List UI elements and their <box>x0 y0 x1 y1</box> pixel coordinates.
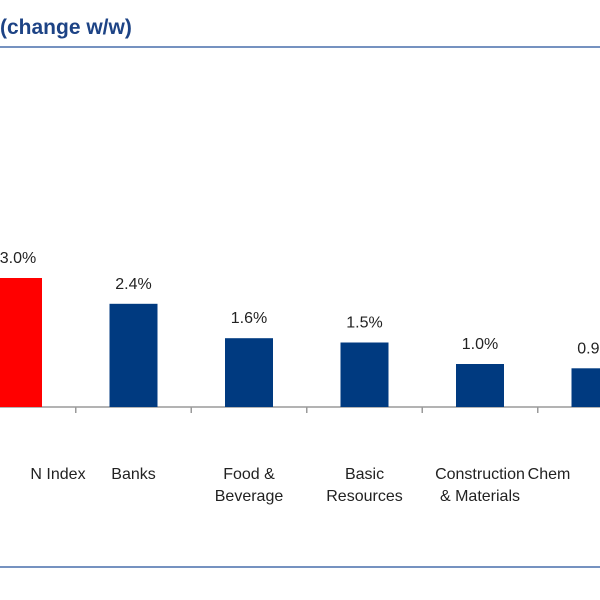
bar <box>456 364 504 407</box>
value-label: 1.6% <box>231 310 267 327</box>
chart-title: (change w/w) <box>0 16 132 39</box>
value-label: 1.5% <box>346 315 382 332</box>
bar <box>571 368 600 407</box>
category-label: Construction <box>435 466 525 483</box>
bar <box>0 278 42 407</box>
category-label: Resources <box>326 488 402 505</box>
category-label: Banks <box>111 466 155 483</box>
value-label: 2.4% <box>115 276 151 293</box>
category-label: N Index <box>30 466 85 483</box>
bar <box>109 303 158 407</box>
category-label: Food & <box>223 466 275 483</box>
value-label: 1.0% <box>462 336 498 353</box>
category-label: Beverage <box>215 488 284 505</box>
category-label: & Materials <box>440 488 520 505</box>
category-label: Basic <box>345 466 384 483</box>
bar <box>225 338 273 407</box>
value-label: 3.0% <box>0 250 36 267</box>
bar <box>340 342 389 407</box>
value-label: 0.9% <box>577 340 600 357</box>
title-rule <box>0 46 600 48</box>
category-label: Chem <box>528 466 571 483</box>
bottom-rule <box>0 566 600 568</box>
